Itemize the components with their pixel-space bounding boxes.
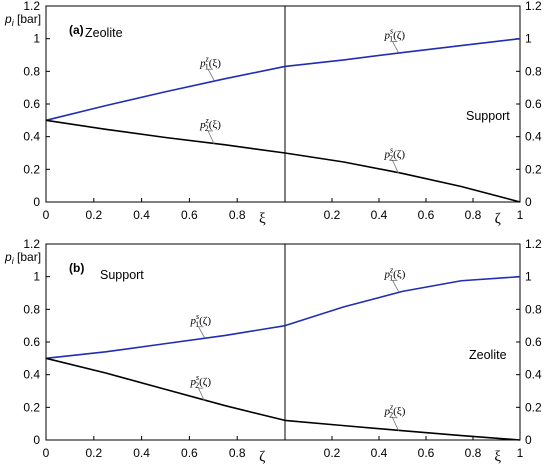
- y-tick-label-right: 0.6: [525, 335, 542, 349]
- x-tick-label-left: 0.2: [85, 446, 102, 460]
- annotation-leader: [391, 41, 399, 53]
- y-tick-label-left: 0.6: [23, 335, 40, 349]
- y-tick-label-left: 1: [33, 270, 40, 284]
- x-tick-label-right: 0.6: [418, 208, 435, 222]
- y-tick-label-right: 0: [525, 433, 532, 447]
- x-tick-label-left: 0: [43, 446, 50, 460]
- y-tick-label-right: 1: [525, 32, 532, 46]
- region-label-left: Zeolite: [85, 26, 123, 40]
- annotation-label: pz 2(ξ): [384, 403, 406, 420]
- panel-1: 0 0.2 0.4 0.6 0.8 1 1.2 0 0.2 0.4 0.6 0.8 1 1.2 0 0.2 0.…: [4, 0, 542, 227]
- series-line-left-1: [45, 119, 286, 154]
- region-label-right: Support: [466, 109, 510, 123]
- region-label-left: Support: [100, 268, 144, 282]
- y-tick-label-left: 0.4: [23, 130, 40, 144]
- x-symbol-right: ξ: [494, 449, 501, 465]
- y-tick-label-left: 0.8: [23, 64, 40, 78]
- x-symbol-left: ζ: [259, 449, 265, 465]
- panel-label: (b): [69, 261, 84, 275]
- x-tick-label-right: 0.4: [371, 208, 388, 222]
- y-tick-label-right: 0.4: [525, 130, 542, 144]
- y-tick-label-left: 1: [33, 32, 40, 46]
- y-tick-label-right: 0.8: [525, 302, 542, 316]
- x-tick-label-right: 1: [517, 208, 524, 222]
- y-tick-label-right: 0.4: [525, 368, 542, 382]
- y-tick-label-left: 0.6: [23, 97, 40, 111]
- y-tick-label-left: 1.2: [23, 237, 40, 251]
- annotation-leader: [391, 279, 399, 292]
- x-tick-label-left: 0.4: [133, 446, 150, 460]
- x-tick-label-left: 0.6: [181, 446, 198, 460]
- y-tick-label-right: 1.2: [525, 237, 542, 251]
- x-tick-label-right: 1: [517, 446, 524, 460]
- annotation-leader: [197, 326, 205, 338]
- x-tick-label-left: 0.8: [229, 208, 246, 222]
- region-label-right: Zeolite: [469, 348, 507, 362]
- x-tick-label-right: 0.8: [465, 446, 482, 460]
- annotation-leader: [391, 417, 399, 431]
- y-tick-label-right: 0.6: [525, 97, 542, 111]
- x-symbol-left: ξ: [259, 211, 266, 227]
- series-line-left-0: [45, 324, 286, 360]
- x-tick-label-left: 0.8: [229, 446, 246, 460]
- series-line-right-3: [284, 152, 521, 203]
- y-tick-label-right: 0: [525, 195, 532, 209]
- annotation-label: pz 1(ξ): [384, 265, 406, 282]
- panel-label: (a): [69, 23, 84, 37]
- y-tick-label-left: 0.8: [23, 302, 40, 316]
- y-tick-label-right: 0.8: [525, 64, 542, 78]
- y-axis-label: pi [bar]: [4, 250, 41, 266]
- series-line-left-1: [45, 357, 286, 422]
- x-tick-label-right: 0.6: [418, 446, 435, 460]
- annotation-leader: [391, 160, 399, 174]
- annotation-leader: [197, 387, 205, 402]
- series-line-right-3: [284, 419, 521, 441]
- annotation-label: ps 1(ζ): [384, 27, 406, 44]
- panel-2: 0 0.2 0.4 0.6 0.8 1 1.2 0 0.2 0.4 0.6 0.8 1 1.2 0 0.2 0.…: [4, 237, 542, 465]
- x-tick-label-left: 0.4: [133, 208, 150, 222]
- x-symbol-right: ζ: [495, 211, 501, 227]
- annotation-label: ps 1(ζ): [190, 312, 212, 329]
- x-tick-label-left: 0.6: [181, 208, 198, 222]
- x-tick-label-left: 0: [43, 208, 50, 222]
- y-tick-label-right: 1.2: [525, 0, 542, 13]
- annotation-label: ps 2(ζ): [384, 145, 406, 162]
- x-tick-label-right: 0.2: [324, 208, 341, 222]
- y-tick-label-left: 1.2: [23, 0, 40, 13]
- annotation-label: ps 2(ζ): [190, 373, 212, 390]
- y-tick-label-right: 0.2: [525, 400, 542, 414]
- y-tick-label-right: 1: [525, 270, 532, 284]
- series-line-right-2: [284, 37, 521, 68]
- y-tick-label-left: 0: [33, 195, 40, 209]
- annotation-label: pz 2(ξ): [199, 116, 221, 133]
- annotation-leader: [207, 68, 215, 81]
- y-tick-label-left: 0: [33, 433, 40, 447]
- annotation-label: pz 1(ξ): [199, 54, 221, 71]
- y-axis-label: pi [bar]: [4, 12, 41, 28]
- x-tick-label-right: 0.2: [324, 446, 341, 460]
- y-tick-label-left: 0.4: [23, 368, 40, 382]
- y-tick-label-left: 0.2: [23, 162, 40, 176]
- annotation-leader: [207, 130, 215, 145]
- series-line-right-2: [284, 275, 521, 327]
- x-tick-label-left: 0.2: [85, 208, 102, 222]
- y-tick-label-left: 0.2: [23, 400, 40, 414]
- x-tick-label-right: 0.4: [371, 446, 388, 460]
- y-tick-label-right: 0.2: [525, 162, 542, 176]
- x-tick-label-right: 0.8: [465, 208, 482, 222]
- series-line-left-0: [45, 65, 286, 122]
